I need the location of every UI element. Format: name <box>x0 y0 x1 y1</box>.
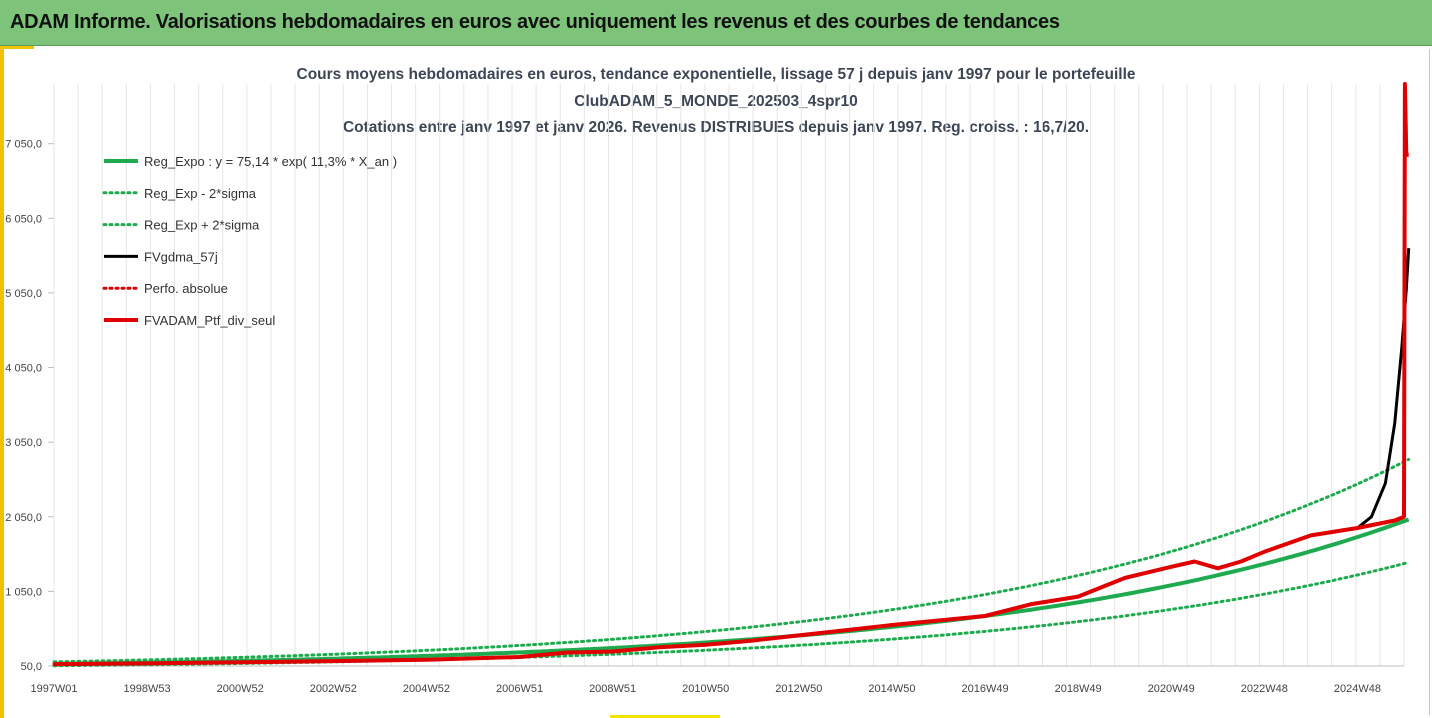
report-header: ADAM Informe. Valorisations hebdomadaire… <box>0 0 1432 46</box>
fvadam-ptf-div-seul-line <box>53 82 1409 667</box>
y-tick-label: 1 050,0 <box>5 586 42 598</box>
chart-title-line-2: ClubADAM_5_MONDE_202503_4spr10 <box>574 93 858 110</box>
y-tick-label: 2 050,0 <box>5 512 42 524</box>
x-tick-label: 2016W49 <box>961 683 1008 695</box>
x-tick-label: 2002W52 <box>310 683 357 695</box>
x-tick-label: 2010W50 <box>682 683 729 695</box>
top-accent-bar <box>4 46 34 49</box>
x-tick-label: 1997W01 <box>30 683 77 695</box>
series-lines <box>52 82 1411 668</box>
left-accent-bar <box>0 46 4 718</box>
x-tick-label: 2022W48 <box>1241 683 1288 695</box>
x-tick-label: 2008W51 <box>589 683 636 695</box>
chart-title-line-3: Cotations entre janv 1997 et janv 2026. … <box>342 119 1090 136</box>
x-tick-label: 2024W48 <box>1334 683 1381 695</box>
fvgdma-57j-line <box>53 248 1411 666</box>
legend-entry: FVADAM_Ptf_div_seul <box>144 313 275 328</box>
x-tick-label: 2004W52 <box>403 683 450 695</box>
legend-entry: Perfo. absolue <box>144 281 228 296</box>
chart-legend: Reg_Expo : y = 75,14 * exp( 11,3% * X_an… <box>102 154 397 328</box>
legend-entry: Reg_Exp - 2*sigma <box>144 186 257 201</box>
bottom-accent-bar <box>610 715 720 718</box>
y-tick-label: 5 050,0 <box>5 288 42 300</box>
x-tick-label: 2014W50 <box>868 683 915 695</box>
x-tick-label: 2000W52 <box>217 683 264 695</box>
report-title: ADAM Informe. Valorisations hebdomadaire… <box>10 11 1060 33</box>
y-tick-label: 4 050,0 <box>5 363 42 375</box>
y-tick-label: 7 050,0 <box>5 139 42 151</box>
x-tick-label: 2020W49 <box>1148 683 1195 695</box>
x-tick-label: 1998W53 <box>124 683 171 695</box>
chart-title-line-1: Cours moyens hebdomadaires en euros, ten… <box>296 66 1136 83</box>
chart-frame <box>4 49 1430 715</box>
chart-grid <box>53 84 1405 667</box>
x-tick-label: 2018W49 <box>1055 683 1102 695</box>
y-tick-label: 6 050,0 <box>5 213 42 225</box>
legend-entry: Reg_Expo : y = 75,14 * exp( 11,3% * X_an… <box>144 154 397 169</box>
x-axis: 1997W01 1998W53 2000W52 2002W52 2004W52 2006W… <box>30 683 1381 695</box>
y-tick-label: 50,0 <box>21 661 42 673</box>
x-tick-label: 2006W51 <box>496 683 543 695</box>
x-tick-label: 2012W50 <box>775 683 822 695</box>
legend-entry: FVgdma_57j <box>144 249 218 264</box>
legend-entry: Reg_Exp + 2*sigma <box>144 218 260 233</box>
y-axis: 50,0 1 050,0 2 050,0 3 050,0 4 050,0 5 050,0 6… <box>5 139 54 673</box>
reg-exp-minus-2sigma-line <box>52 560 1411 668</box>
reg-exp-plus-2sigma-line <box>52 457 1411 664</box>
y-tick-label: 3 050,0 <box>5 437 42 449</box>
